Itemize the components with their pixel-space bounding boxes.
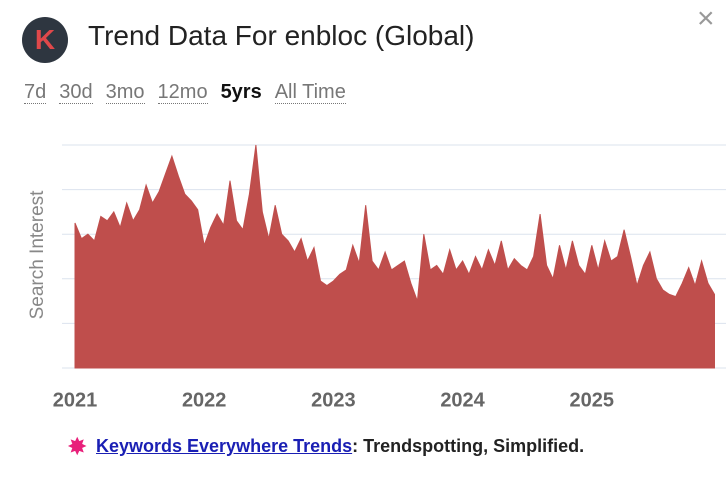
x-tick-label: 2021 (53, 389, 98, 411)
x-tick-label: 2023 (311, 389, 356, 411)
tab[interactable]: 3mo (105, 81, 145, 104)
tab[interactable]: 5yrs (220, 81, 262, 103)
footer: ✸ Keywords Everywhere Trends: Trendspotti… (68, 434, 584, 460)
tab[interactable]: All Time (274, 81, 346, 104)
footer-text: : Trendspotting, Simplified. (352, 435, 585, 456)
y-axis-label: Search Interest (27, 190, 48, 320)
x-tick-label: 2025 (570, 389, 615, 411)
tab[interactable]: 30d (59, 81, 93, 104)
footer-link[interactable]: Keywords Everywhere Trends (96, 435, 353, 456)
tab[interactable]: 7d (24, 81, 47, 104)
logo: K (22, 17, 68, 63)
x-tick-label: 2024 (440, 389, 485, 411)
close-button[interactable]: × (697, 2, 715, 35)
tab-bar: 7d 30d 3mo 12mo 5yrs All Time (24, 81, 359, 104)
area (74, 144, 715, 369)
star-icon: ✸ (68, 434, 87, 459)
chart: 2021 2022 2023 2024 2025 Search Interest (27, 144, 726, 411)
x-tick-label: 2022 (182, 389, 227, 411)
title: Trend Data For enbloc (Global) (88, 20, 475, 51)
tab[interactable]: 12mo (157, 81, 208, 104)
